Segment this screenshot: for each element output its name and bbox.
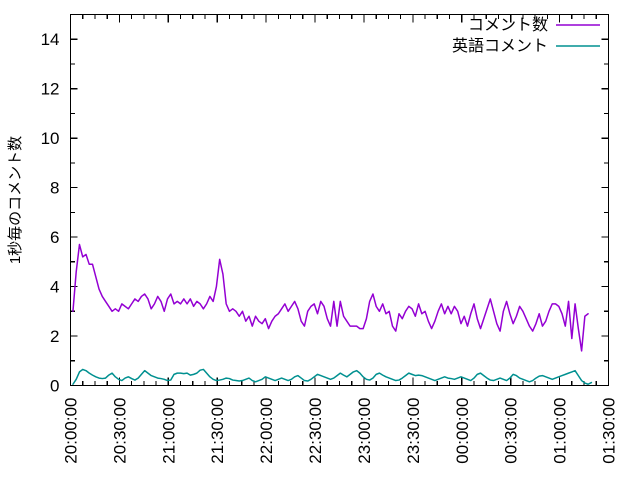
y-tick-label: 6: [50, 228, 59, 247]
y-axis-title-text: 1秒毎のコメント数: [7, 136, 24, 264]
y-axis-title: 1秒毎のコメント数: [7, 136, 24, 264]
x-tick-label: 23:30:00: [404, 398, 423, 464]
plot-frame: [69, 13, 610, 387]
y-tick-label: 10: [41, 129, 60, 148]
y-tick-label: 4: [50, 278, 59, 297]
x-tick-label: 00:30:00: [502, 398, 521, 464]
legend-label-1: コメント数: [468, 16, 548, 34]
x-tick-label: 22:00:00: [257, 398, 276, 464]
legend-label-2: 英語コメント: [452, 37, 548, 55]
y-tick-label: 0: [50, 377, 59, 396]
x-tick-label: 20:30:00: [110, 398, 129, 464]
y-tick-label: 12: [41, 80, 60, 99]
x-tick-label: 21:30:00: [208, 398, 227, 464]
x-tick-label: 20:00:00: [62, 398, 81, 464]
y-tick-label: 2: [50, 327, 59, 346]
x-tick-label: 01:30:00: [600, 398, 619, 464]
series-line-2: [72, 368, 593, 386]
x-tick-label: 23:00:00: [355, 398, 374, 464]
y-tick-label: 14: [41, 30, 60, 49]
y-tick-label: 8: [50, 179, 59, 198]
x-tick-label: 21:00:00: [159, 398, 178, 464]
series-line-1: [72, 243, 589, 352]
y-axis-ticks: 0 2 4 6 8 10 12 14: [41, 30, 609, 396]
x-tick-label: 22:30:00: [306, 398, 325, 464]
data-series-group: [72, 243, 593, 386]
x-tick-label: 01:00:00: [551, 398, 570, 464]
x-axis-ticks: 20:00:00 20:30:00 21:00:00 21:30:00 22:00:00…: [62, 14, 619, 464]
x-tick-label: 00:00:00: [453, 398, 472, 464]
